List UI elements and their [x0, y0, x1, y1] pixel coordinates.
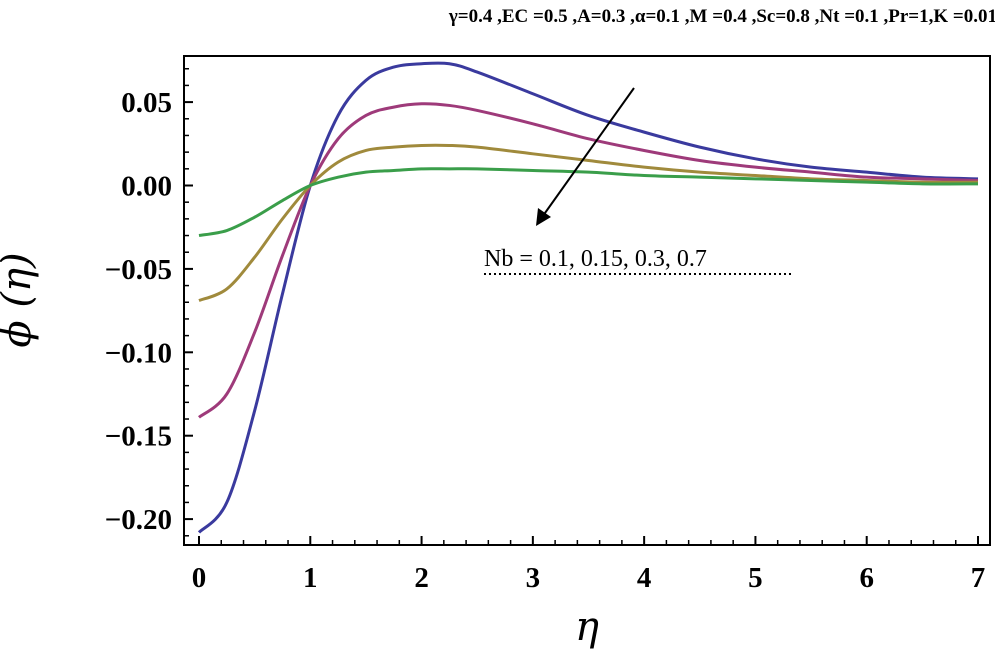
annotation-label: Nb = 0.1, 0.15, 0.3, 0.7 — [484, 246, 707, 272]
series-group — [197, 61, 979, 534]
y-axis-label: ϕ (η) — [0, 252, 40, 347]
x-axis-ticks: 0 1 2 3 4 5 6 7 — [192, 536, 986, 594]
annotation-arrowhead — [536, 208, 551, 226]
x-tick-label: 0 — [192, 562, 207, 594]
annotation-arrow — [539, 87, 635, 221]
x-tick-label: 7 — [971, 562, 986, 594]
series-line-3 — [198, 143, 979, 302]
series-line-2 — [198, 102, 979, 419]
x-tick-label: 3 — [526, 562, 541, 594]
y-tick-label: 0.05 — [121, 87, 172, 119]
plot-border — [183, 55, 991, 546]
x-tick-label: 6 — [859, 562, 874, 594]
x-axis-label: η — [575, 604, 599, 650]
chart-title: γ=0.4 ,EC =0.5 ,A=0.3 ,α=0.1 ,M =0.4 ,Sc… — [448, 6, 995, 27]
y-tick-label: −0.20 — [105, 504, 172, 536]
annotation: Nb = 0.1, 0.15, 0.3, 0.7 — [484, 87, 793, 275]
x-tick-label: 5 — [748, 562, 763, 594]
series-line-1 — [197, 61, 979, 534]
y-tick-label: −0.15 — [105, 421, 172, 453]
series-line-4 — [198, 167, 979, 238]
y-tick-label: −0.10 — [105, 337, 172, 369]
x-tick-label: 2 — [414, 562, 429, 594]
plot-frame — [183, 55, 991, 546]
y-tick-label: 0.00 — [121, 171, 172, 203]
x-tick-label: 1 — [303, 562, 318, 594]
y-tick-label: −0.05 — [105, 254, 172, 286]
y-axis-ticks: 0.05 0.00 −0.05 −0.10 −0.15 −0.20 — [105, 67, 193, 537]
x-tick-label: 4 — [637, 562, 652, 594]
